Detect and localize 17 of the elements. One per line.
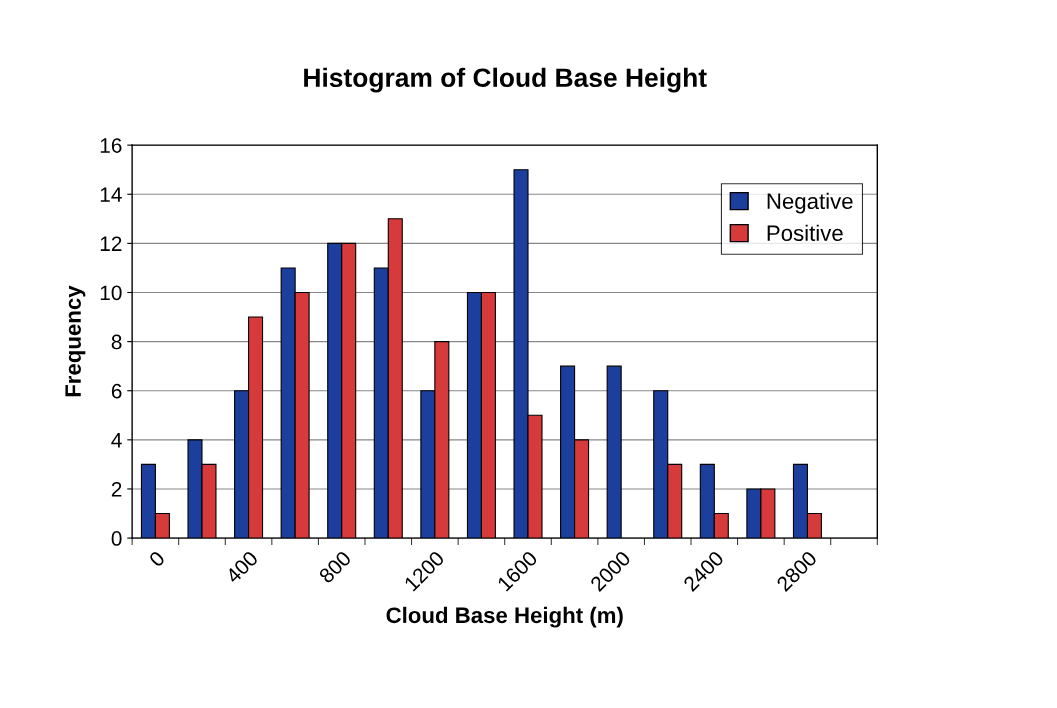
y-tick-label: 8 <box>111 334 122 350</box>
x-tick-label: 400 <box>224 550 259 585</box>
x-tick-label: 0 <box>148 550 166 568</box>
y-tick-label: 2 <box>111 481 122 497</box>
y-tick-label: 10 <box>100 285 122 301</box>
y-tick-label: 14 <box>100 187 122 202</box>
chart-title: Histogram of Cloud Base Height <box>304 67 707 93</box>
y-axis-title: Frequency <box>65 285 86 397</box>
x-tick-label: 800 <box>318 550 352 584</box>
y-tick-label: 0 <box>111 531 122 546</box>
y-tick-label: 4 <box>111 433 122 448</box>
y-tick-label: 12 <box>100 236 122 251</box>
legend-label: Negative <box>767 192 853 214</box>
legend-label: Positive <box>767 224 843 242</box>
x-axis-title: Cloud Base Height (m) <box>386 606 623 628</box>
y-tick-label: 16 <box>100 138 122 153</box>
y-tick-label: 6 <box>111 383 122 399</box>
